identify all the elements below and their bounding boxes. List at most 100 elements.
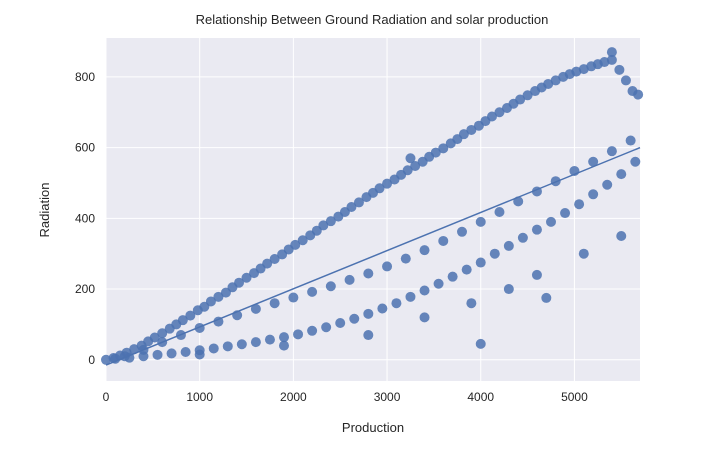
data-point <box>391 298 402 309</box>
data-point <box>419 285 430 296</box>
data-point <box>402 165 413 176</box>
y-tick-label: 200 <box>75 282 95 296</box>
data-point <box>503 284 514 295</box>
data-point <box>447 271 458 282</box>
data-point <box>269 298 280 309</box>
data-point <box>578 248 589 259</box>
data-point <box>382 261 393 272</box>
data-point <box>307 286 318 297</box>
data-point <box>616 231 627 242</box>
data-point <box>602 179 613 190</box>
data-point <box>185 310 196 321</box>
data-point <box>166 348 177 359</box>
y-tick-label: 800 <box>75 70 95 84</box>
data-point <box>433 278 444 289</box>
data-point <box>110 353 121 364</box>
data-point <box>250 303 261 314</box>
data-point <box>475 338 486 349</box>
data-point <box>129 344 140 355</box>
data-point <box>307 325 318 336</box>
data-point <box>293 329 304 340</box>
data-point <box>363 330 374 341</box>
data-points <box>101 47 644 365</box>
data-point <box>606 47 617 58</box>
data-point <box>405 291 416 302</box>
x-tick-label: 4000 <box>467 390 494 404</box>
data-point <box>346 202 357 213</box>
data-point <box>382 178 393 189</box>
data-point <box>152 349 163 360</box>
data-point <box>325 216 336 227</box>
data-point <box>318 220 329 231</box>
data-point <box>349 313 360 324</box>
x-tick-label: 1000 <box>186 390 213 404</box>
data-point <box>363 308 374 319</box>
data-point <box>180 347 191 358</box>
data-point <box>208 343 219 354</box>
data-point <box>588 156 599 167</box>
data-point <box>297 235 308 246</box>
data-point <box>377 303 388 314</box>
data-point <box>353 197 364 208</box>
x-tick-label: 0 <box>103 390 110 404</box>
data-point <box>264 334 275 345</box>
data-point <box>461 264 472 275</box>
data-point <box>606 146 617 157</box>
trend-line <box>105 146 641 366</box>
data-point <box>279 332 289 343</box>
data-point <box>194 345 205 356</box>
data-point <box>531 224 542 235</box>
data-point <box>620 75 631 86</box>
data-point <box>374 183 385 194</box>
data-point <box>149 332 160 343</box>
data-point <box>625 135 636 146</box>
data-point <box>410 161 421 172</box>
data-point <box>522 90 533 101</box>
data-point <box>475 216 486 227</box>
y-axis-ticks: 0 200 400 600 800 <box>75 70 95 367</box>
data-point <box>205 296 216 307</box>
data-point <box>269 254 280 265</box>
y-tick-label: 600 <box>75 141 95 155</box>
data-point <box>578 64 589 75</box>
data-point <box>438 143 449 154</box>
data-point <box>515 94 526 105</box>
data-point <box>606 54 617 65</box>
chart-title: Relationship Between Ground Radiation an… <box>196 12 549 27</box>
data-point <box>541 292 552 303</box>
data-point <box>213 291 224 302</box>
data-point <box>290 239 301 250</box>
x-tick-label: 2000 <box>280 390 307 404</box>
data-point <box>458 129 469 140</box>
data-point <box>457 226 467 237</box>
data-point <box>177 315 188 326</box>
data-point <box>588 189 599 200</box>
x-tick-label: 3000 <box>374 390 401 404</box>
data-point <box>430 147 441 158</box>
y-axis-label: Radiation <box>37 183 52 238</box>
data-point <box>531 269 542 280</box>
x-tick-label: 5000 <box>561 390 588 404</box>
y-tick-label: 400 <box>75 211 95 225</box>
data-point <box>363 268 374 279</box>
data-point <box>400 253 411 264</box>
data-point <box>486 111 497 122</box>
data-point <box>466 298 477 309</box>
x-axis-ticks: 0 1000 2000 3000 4000 5000 <box>103 390 588 404</box>
data-point <box>550 75 561 86</box>
data-point <box>335 318 346 329</box>
data-point <box>157 328 168 339</box>
data-point <box>419 245 430 256</box>
data-point <box>405 153 416 164</box>
data-point <box>101 354 111 365</box>
data-point <box>517 232 528 243</box>
data-point <box>288 292 299 303</box>
data-point <box>234 277 245 288</box>
data-point <box>633 89 644 100</box>
data-point <box>546 216 556 227</box>
data-point <box>279 340 289 351</box>
data-point <box>574 199 585 210</box>
data-point <box>321 322 332 333</box>
y-tick-label: 0 <box>88 353 95 367</box>
